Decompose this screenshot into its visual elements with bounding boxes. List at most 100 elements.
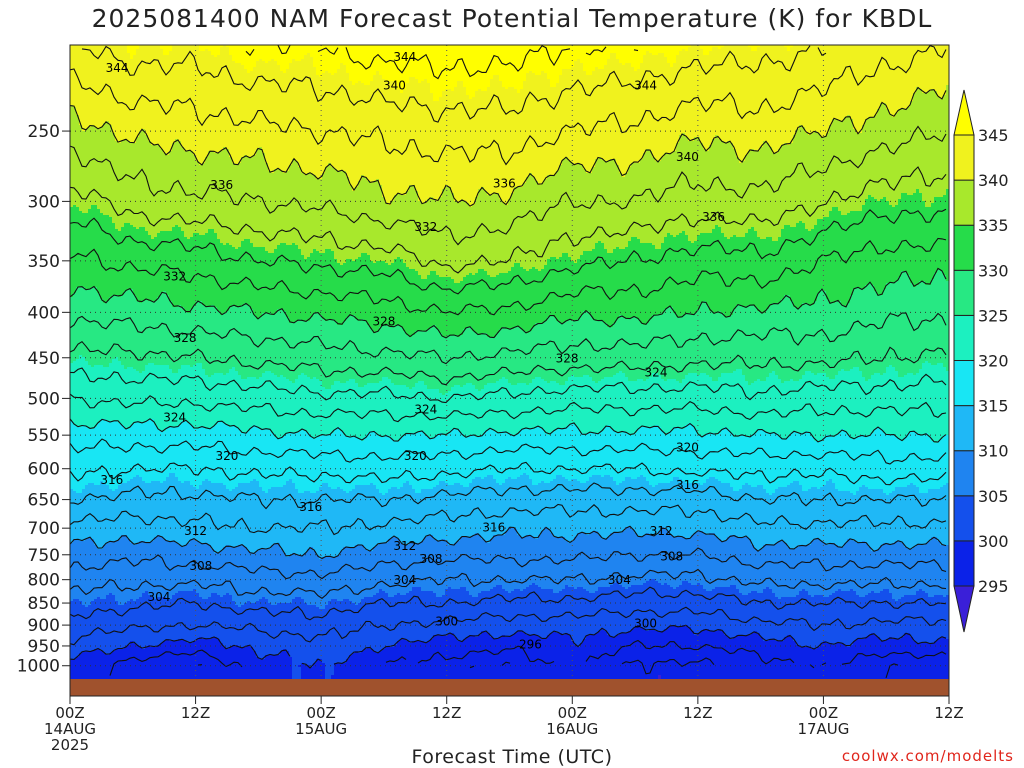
colorbar-label-310: 310 [978,442,1009,461]
contour-label: 308 [420,552,443,566]
contour-label: 316 [482,521,505,535]
y-tick-label-700: 700 [28,519,60,539]
isentrope-296 [197,657,899,679]
isentrope-326 [70,340,947,386]
colorbar-label-320: 320 [978,352,1009,371]
y-tick-label-600: 600 [28,460,60,480]
contour-label: 328 [556,351,579,365]
isentrope-338 [70,125,947,246]
x-tick-label: 12Z [683,704,712,722]
colorbar-label-330: 330 [978,261,1009,280]
contour-label: 304 [393,573,416,587]
contour-label: 344 [106,61,129,75]
ground-surface [70,679,949,696]
colorbar-top-arrow [953,89,975,136]
colorbar-bottom-arrow [953,585,975,633]
contour-label: 320 [404,449,427,463]
plot-frame [69,44,950,697]
contour-label: 308 [189,559,212,573]
y-tick-label-250: 250 [28,122,60,142]
colorbar-label-315: 315 [978,397,1009,416]
y-tick-label-850: 850 [28,594,60,614]
y-tick-label-650: 650 [28,491,60,511]
plot-border [69,44,950,697]
contour-label: 340 [383,79,406,93]
isentrope-302 [70,606,947,646]
contour-label: 304 [147,590,170,604]
isentrope-344 [81,45,827,123]
isentrope-300 [70,624,947,669]
colorbar-label-325: 325 [978,306,1009,325]
y-tick-label-350: 350 [28,252,60,272]
colorbar-swatch [953,269,975,316]
x-tick-label: 12Z [181,704,210,722]
colorbar: 295 300 305 310 315 320 325 330 335 340 345 [953,89,1009,633]
isentrope-332 [70,237,947,316]
contour-label: 304 [608,573,631,587]
colorbar-label-345: 345 [978,126,1009,145]
contour-label: 328 [372,314,395,328]
x-tick-label: 15AUG [295,720,347,738]
isentrope-334 [70,208,947,295]
y-tick-label-450: 450 [28,349,60,369]
y-tick-label-950: 950 [28,637,60,657]
isentrope-322 [70,393,947,423]
contour-label: 332 [163,269,186,283]
x-tick-label: 12Z [432,704,461,722]
isentrope-316 [70,461,947,486]
isentrope-340 [70,86,947,207]
contour-label: 332 [414,220,437,234]
x-tick-label: 14AUG [44,720,96,738]
contour-label: 300 [634,616,657,630]
isentrope-310 [70,525,947,560]
contour-label: 312 [393,539,416,553]
x-tick-label: 00Z [809,704,838,722]
contour-label: 340 [676,150,699,164]
x-tick-label: 17AUG [797,720,849,738]
contour-label: 296 [519,637,542,651]
colorbar-label-295: 295 [978,577,1009,596]
x-axis-title: Forecast Time (UTC) [411,746,613,768]
colorbar-swatch [953,179,975,226]
x-tick-label: 12Z [934,704,963,722]
contour-label: 316 [100,473,123,487]
contour-label: 320 [216,449,239,463]
pressure-axis: 2503003504004505005506006507007508008509… [17,122,70,677]
y-tick-label-750: 750 [28,546,60,566]
isentrope-328 [70,312,947,365]
isentrope-320 [70,418,947,443]
contour-label: 320 [676,440,699,454]
colorbar-label-305: 305 [978,487,1009,506]
y-tick-label-500: 500 [28,389,60,409]
isentrope-324 [70,367,947,404]
credit-link[interactable]: coolwx.com/modelts [841,747,1014,765]
x-tick-label: 00Z [306,704,335,722]
contour-label: 300 [435,615,458,629]
contour-label: 324 [414,403,437,417]
x-tick-label: 00Z [558,704,587,722]
contour-label: 308 [660,549,683,563]
colorbar-swatch [953,495,975,542]
isentrope-312 [70,503,947,536]
x-tick-label: 00Z [55,704,84,722]
colorbar-label-340: 340 [978,171,1009,190]
isentrope-314 [70,482,947,510]
isentrope-336 [70,166,947,274]
contour-label: 336 [210,178,233,192]
colorbar-swatch [953,314,975,361]
isentrope-318 [70,438,947,465]
isentrope-330 [70,267,947,339]
y-tick-label-550: 550 [28,426,60,446]
colorbar-swatch [953,450,975,497]
x-tick-label: 2025 [51,736,89,754]
y-tick-label-1000: 1000 [17,657,60,677]
x-tick-label: 16AUG [546,720,598,738]
chart-title: 2025081400 NAM Forecast Potential Temper… [91,4,933,33]
colorbar-label-335: 335 [978,216,1009,235]
y-tick-label-900: 900 [28,616,60,636]
contour-labels: 344 344 340 344 340 336 336 336 332 332 328 328 328 3… [100,50,725,652]
isentrope-342 [70,45,947,166]
colorbar-swatch [953,224,975,271]
